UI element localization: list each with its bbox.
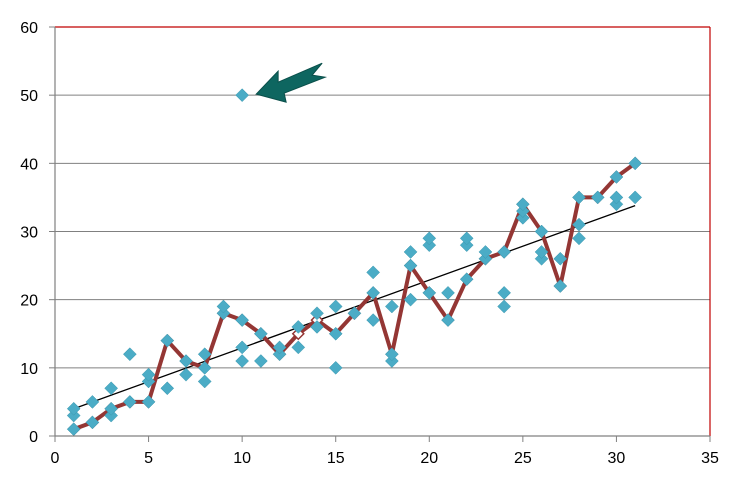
scatter-point: [534, 245, 549, 259]
scatter-point: [422, 285, 437, 300]
scatter-point: [179, 367, 193, 382]
scatter-point: [366, 285, 380, 300]
scatter-point: [609, 170, 624, 184]
scatter-point: [459, 231, 474, 246]
y-tick-label-20: 20: [20, 293, 38, 310]
scatter-point: [403, 258, 418, 273]
scatter-point: [216, 299, 231, 314]
scatter-points-layer: [66, 88, 642, 437]
scatter-point: [66, 422, 81, 437]
scatter-point: [291, 340, 306, 355]
scatter-point: [197, 374, 212, 389]
scatter-point: [160, 333, 175, 348]
scatter-point: [385, 347, 399, 362]
tick-labels: 0 5 10 15 20 25 30 35 0 10 20 30 40 50 60: [20, 20, 719, 467]
scatter-point: [497, 299, 511, 314]
scatter-point: [422, 231, 437, 246]
y-tick-label-10: 10: [20, 361, 38, 378]
axes: [49, 26, 711, 442]
scatter-point: [572, 190, 586, 205]
scatter-point: [160, 381, 175, 396]
scatter-point: [516, 197, 530, 212]
scatter-point: [441, 285, 455, 300]
x-tick-label-5: 5: [144, 450, 153, 467]
scatter-point: [403, 245, 418, 259]
scatter-point: [441, 313, 455, 327]
x-tick-label-30: 30: [608, 450, 626, 467]
scatter-point: [272, 340, 287, 355]
scatter-point: [403, 292, 418, 307]
scatter-point: [310, 306, 324, 321]
series-line: [73, 161, 637, 432]
scatter-point: [179, 354, 193, 368]
annotations: [255, 62, 328, 103]
scatter-point: [254, 354, 268, 368]
scatter-point: [197, 360, 212, 375]
scatter-point: [85, 415, 100, 430]
outlier-arrow: [255, 62, 328, 103]
scatter-point: [497, 245, 511, 259]
scatter-point: [254, 326, 268, 341]
scatter-point: [534, 224, 549, 239]
scatter-point: [572, 231, 586, 246]
scatter-point: [104, 381, 118, 396]
scatter-point: [328, 299, 343, 314]
scatter-point: [366, 313, 380, 327]
scatter-point: [609, 190, 624, 205]
scatter-point: [235, 354, 249, 368]
scatter-point: [235, 88, 249, 103]
scatter-point: [85, 395, 100, 409]
scatter-point: [572, 217, 586, 232]
scatter-point: [366, 265, 380, 280]
y-tick-label-40: 40: [20, 156, 38, 173]
scatter-point: [141, 367, 156, 382]
x-tick-label-25: 25: [514, 450, 532, 467]
scatter-point: [628, 190, 642, 205]
x-tick-label-15: 15: [327, 450, 345, 467]
scatter-point: [590, 190, 605, 205]
scatter-point: [104, 401, 118, 416]
connected-series-layer: [67, 156, 642, 436]
y-tick-label-50: 50: [20, 88, 38, 105]
scatter-point: [553, 251, 568, 266]
x-tick-label-0: 0: [51, 450, 60, 467]
scatter-point: [385, 299, 399, 314]
grid-lines: [55, 94, 710, 369]
y-tick-label-30: 30: [20, 225, 38, 242]
x-tick-label-20: 20: [420, 450, 438, 467]
scatter-point: [123, 395, 137, 409]
y-tick-label-60: 60: [20, 20, 38, 37]
scatter-point: [123, 347, 137, 362]
scatter-point: [328, 326, 343, 341]
scatter-point: [553, 279, 568, 293]
scatter-point: [328, 360, 343, 375]
y-tick-label-0: 0: [29, 429, 38, 446]
scatter-point: [478, 245, 493, 259]
scatter-point: [497, 285, 511, 300]
scatter-point: [347, 306, 362, 321]
scatter-point: [310, 320, 324, 334]
scatter-point: [291, 320, 306, 334]
scatter-point: [235, 313, 249, 327]
x-tick-label-10: 10: [233, 450, 251, 467]
scatter-point: [459, 272, 474, 287]
scatter-point: [235, 340, 249, 355]
x-tick-label-35: 35: [701, 450, 719, 467]
scatter-point: [141, 395, 156, 409]
scatter-point: [66, 401, 81, 416]
scatter-point: [197, 347, 212, 362]
scatter-point: [628, 156, 642, 171]
